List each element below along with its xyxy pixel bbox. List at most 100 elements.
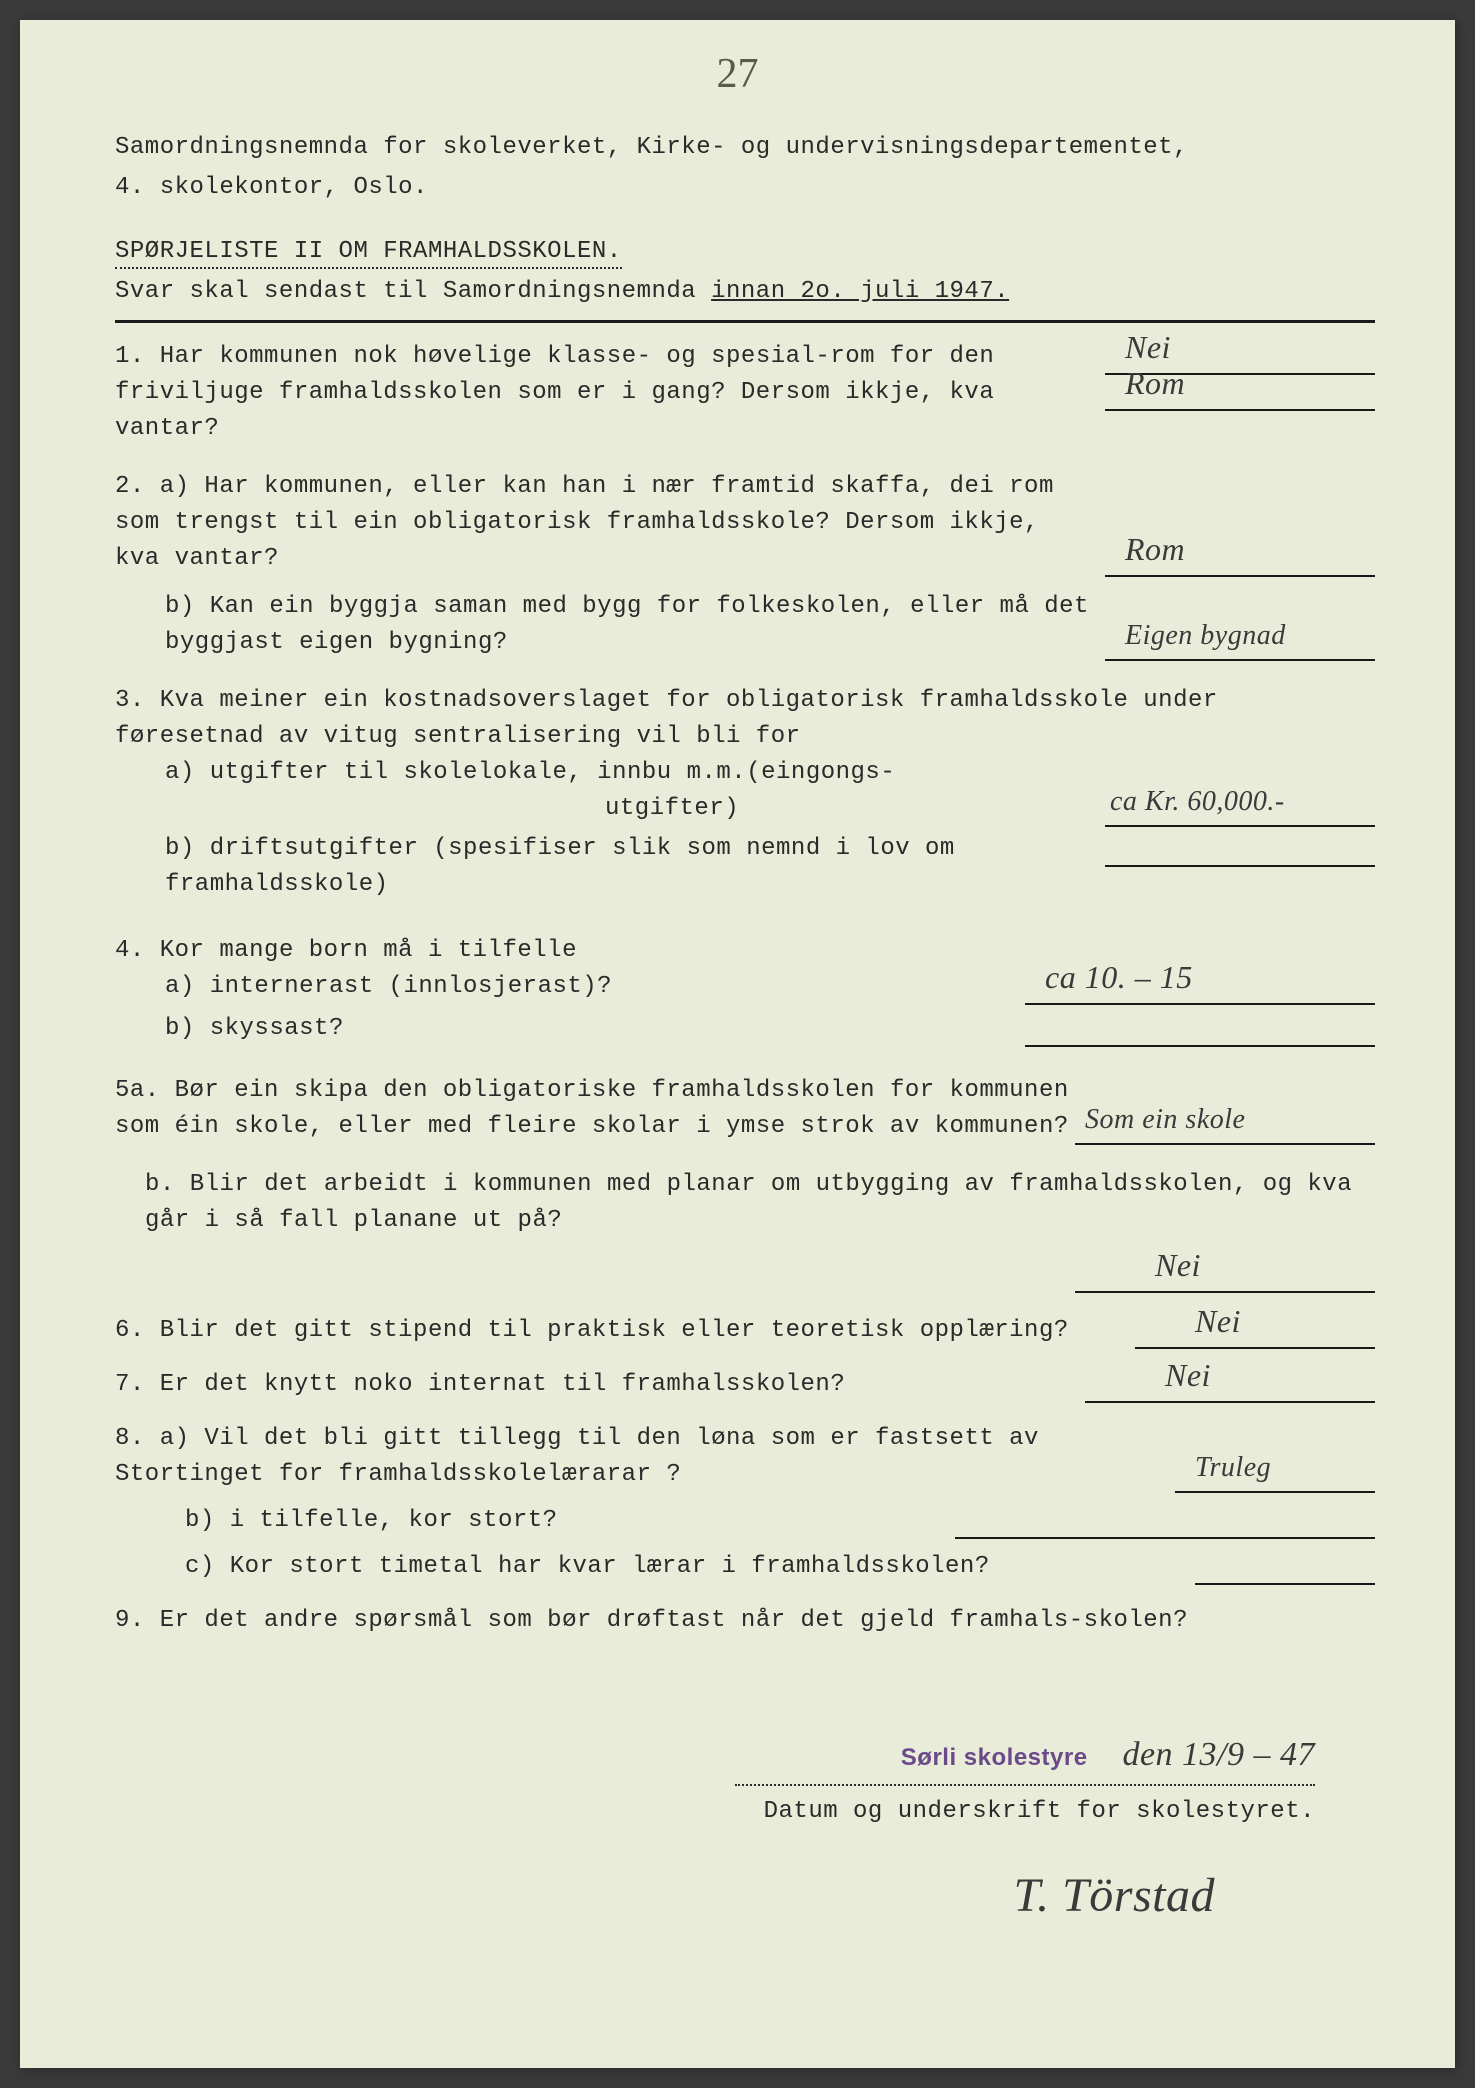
q4b-answer-line — [1025, 1015, 1375, 1047]
q4-intro: Kor mange born må i tilfelle — [160, 937, 577, 964]
question-5b: b. Blir det arbeidt i kommunen med plana… — [115, 1167, 1375, 1293]
deadline-prefix: Svar skal sendast til Samordningsnemnda — [115, 278, 711, 305]
q3a-text-wrap: a) utgifter til skolelokale, innbu m.m.(… — [115, 755, 1095, 827]
q1-number: 1. — [115, 339, 145, 375]
q2b-text: Kan ein byggja saman med bygg for folkes… — [165, 593, 1089, 656]
q2b-answer: Eigen bygnad — [1125, 615, 1286, 657]
q4a-answer: ca 10. – 15 — [1045, 953, 1193, 1001]
question-8b: b) i tilfelle, kor stort? — [115, 1503, 1375, 1539]
q6-answer: Nei — [1195, 1297, 1241, 1345]
q3-intro: Kva meiner ein kostnadsoverslaget for ob… — [115, 687, 1218, 750]
q4a-text: internerast (innlosjerast)? — [210, 973, 612, 1000]
question-1: 1. Har kommunen nok høvelige klasse- og … — [115, 339, 1375, 447]
q5b-answer: Nei — [1155, 1241, 1201, 1289]
question-3: 3. Kva meiner ein kostnadsoverslaget for… — [115, 683, 1375, 903]
footer: Sørli skolestyre den 13/9 – 47 Datum og … — [115, 1729, 1375, 1932]
q6-number: 6. — [115, 1317, 145, 1344]
q8b-number: b) — [185, 1507, 215, 1534]
q7-number: 7. — [115, 1371, 145, 1398]
q7-answer: Nei — [1165, 1351, 1211, 1399]
q8a-number: 8. a) — [115, 1425, 190, 1452]
q4a-answer-line: ca 10. – 15 — [1025, 973, 1375, 1005]
q8a-answer-line: Truleg — [1175, 1461, 1375, 1493]
q8c-number: c) — [185, 1553, 215, 1580]
q3b-row: b) driftsutgifter (spesifiser slik som n… — [115, 831, 1375, 903]
q3a-answer: ca Kr. 60,000.- — [1110, 781, 1285, 823]
q2b-answer-line: Eigen bygnad — [1105, 625, 1375, 661]
q3a-row: a) utgifter til skolelokale, innbu m.m.(… — [115, 755, 1375, 827]
q5b-text: Blir det arbeidt i kommunen med planar o… — [145, 1171, 1352, 1234]
q4a-label: a) — [165, 973, 195, 1000]
q8b-text: i tilfelle, kor stort? — [230, 1507, 558, 1534]
footer-date: den 13/9 – 47 — [1122, 1729, 1315, 1780]
q4b-text: skyssast? — [210, 1015, 344, 1042]
q3a-text2: utgifter) — [165, 795, 739, 822]
q1-answer-area: Nei Rom — [1105, 339, 1375, 447]
question-6: 6. Blir det gitt stipend til praktisk el… — [115, 1313, 1375, 1349]
q2b-wrap: b) Kan ein byggja saman med bygg for fol… — [115, 589, 1095, 661]
footer-caption: Datum og underskrift for skolestyret. — [115, 1794, 1315, 1830]
deadline-line: Svar skal sendast til Samordningsnemnda … — [115, 274, 1375, 310]
header-office: 4. skolekontor, Oslo. — [115, 170, 1375, 206]
question-8c: c) Kor stort timetal har kvar lærar i fr… — [115, 1549, 1375, 1585]
q4b-label: b) — [165, 1015, 195, 1042]
q8c-text: Kor stort timetal har kvar lærar i framh… — [230, 1553, 990, 1580]
q8a-text-wrap: 8. a) Vil det bli gitt tillegg til den l… — [115, 1421, 1165, 1493]
q4b-text-wrap: b) skyssast? — [115, 1011, 1015, 1047]
q8c-answer-line — [1195, 1553, 1375, 1585]
q3b-text: driftsutgifter (spesifiser slik som nemn… — [165, 835, 955, 898]
q1-text: Har kommunen nok høvelige klasse- og spe… — [115, 343, 994, 442]
stamp: Sørli skolestyre — [901, 1740, 1088, 1776]
q9-number: 9. — [115, 1603, 145, 1639]
question-4: 4. Kor mange born må i tilfelle a) inter… — [115, 933, 1375, 1047]
q8a-answer: Truleg — [1195, 1447, 1271, 1489]
q9-text: Er det andre spørsmål som bør drøftast n… — [160, 1607, 1188, 1634]
question-5a: 5a. Bør ein skipa den obligatoriske fram… — [115, 1073, 1375, 1145]
q8b-text-wrap: b) i tilfelle, kor stort? — [115, 1503, 945, 1539]
question-2a: 2. a) Har kommunen, eller kan han i nær … — [115, 469, 1375, 577]
deadline-date: innan 2o. juli 1947. — [711, 278, 1009, 305]
footer-sig-row: Sørli skolestyre den 13/9 – 47 — [115, 1729, 1315, 1780]
q3a-text: utgifter til skolelokale, innbu m.m.(ein… — [210, 759, 896, 786]
signature: T. Törstad — [115, 1860, 1215, 1932]
q5a-answer-line: Som ein skole — [1075, 1109, 1375, 1145]
question-9: 9. Er det andre spørsmål som bør drøftas… — [115, 1603, 1375, 1639]
document-title: SPØRJELISTE II OM FRAMHALDSSKOLEN. — [115, 234, 1375, 270]
q2a-answer-line: Rom — [1105, 541, 1375, 577]
q1-answer-2: Rom — [1125, 359, 1185, 407]
q6-text-wrap: 6. Blir det gitt stipend til praktisk el… — [115, 1313, 1125, 1349]
question-7: 7. Er det knytt noko internat til framha… — [115, 1367, 1375, 1403]
q8b-answer-line — [955, 1507, 1375, 1539]
q3-intro-wrap: 3. Kva meiner ein kostnadsoverslaget for… — [115, 683, 1375, 755]
q1-answer-line-2: Rom — [1105, 375, 1375, 411]
document-page: 27 Samordningsnemnda for skoleverket, Ki… — [20, 20, 1455, 2068]
q5a-answer-area: Som ein skole — [1075, 1109, 1375, 1145]
question-2b: b) Kan ein byggja saman med bygg for fol… — [115, 589, 1375, 661]
q5a-answer: Som ein skole — [1085, 1099, 1245, 1141]
q3b-text-wrap: b) driftsutgifter (spesifiser slik som n… — [115, 831, 1095, 903]
q7-answer-line: Nei — [1085, 1371, 1375, 1403]
footer-rule — [735, 1784, 1315, 1786]
q5b-number: b. — [145, 1171, 175, 1198]
q3b-answer-line — [1105, 835, 1375, 867]
question-8a: 8. a) Vil det bli gitt tillegg til den l… — [115, 1421, 1375, 1493]
q5b-text-wrap: b. Blir det arbeidt i kommunen med plana… — [115, 1167, 1375, 1239]
q2b-number: b) — [165, 589, 195, 625]
header-org: Samordningsnemnda for skoleverket, Kirke… — [115, 130, 1375, 166]
document-content: Samordningsnemnda for skoleverket, Kirke… — [115, 130, 1375, 1932]
q6-answer-line: Nei — [1135, 1317, 1375, 1349]
page-number: 27 — [717, 50, 759, 98]
q2a-answer: Rom — [1125, 525, 1185, 573]
title-text: SPØRJELISTE II OM FRAMHALDSSKOLEN. — [115, 238, 622, 269]
q8a-text: Vil det bli gitt tillegg til den løna so… — [115, 1425, 1039, 1488]
q2a-answer-area: Rom — [1105, 541, 1375, 577]
q7-text-wrap: 7. Er det knytt noko internat til framha… — [115, 1367, 1075, 1403]
q7-text: Er det knytt noko internat til framhalss… — [160, 1371, 846, 1398]
q4a-text-wrap: a) internerast (innlosjerast)? — [115, 969, 1015, 1005]
q6-text: Blir det gitt stipend til praktisk eller… — [160, 1317, 1069, 1344]
q3b-label: b) — [165, 835, 195, 862]
q2b-answer-area: Eigen bygnad — [1105, 625, 1375, 661]
q2a-number: 2. a) — [115, 469, 190, 505]
q3-number: 3. — [115, 683, 145, 719]
q8c-text-wrap: c) Kor stort timetal har kvar lærar i fr… — [115, 1549, 1185, 1585]
